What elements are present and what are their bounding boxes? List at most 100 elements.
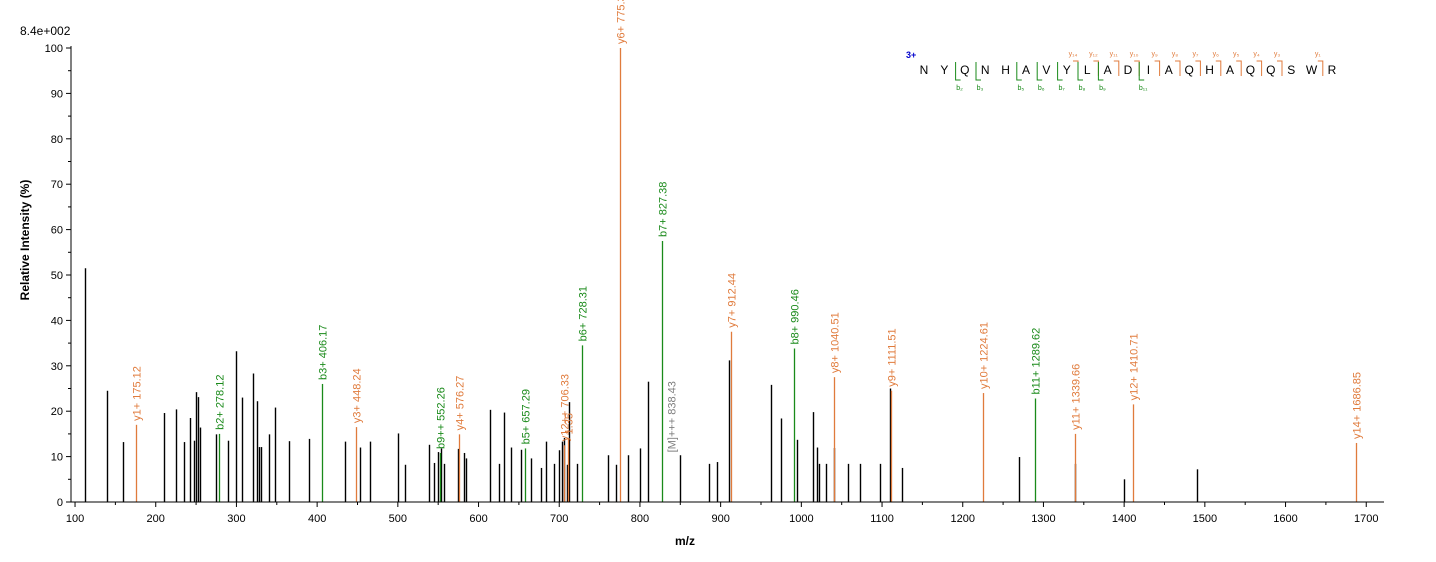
x-tick-label: 1000: [789, 513, 813, 525]
x-tick-label: 400: [308, 513, 326, 525]
y-ion-label: y₆: [1213, 51, 1220, 58]
b-ion-bracket: [955, 62, 961, 81]
y-tick-label: 100: [45, 43, 63, 55]
x-tick-label: 900: [711, 513, 729, 525]
b-ion-label: b₁₁: [1139, 85, 1148, 92]
peak-y-ion-label: y9+ 1111.51: [887, 328, 899, 386]
sequence-residue: A: [1104, 63, 1112, 77]
y-ion-bracket: [1195, 60, 1201, 76]
x-tick-label: 1400: [1112, 513, 1136, 525]
y-ion-label: y₈: [1172, 51, 1179, 58]
sequence-residue: Y: [940, 63, 948, 77]
y-tick-label: 0: [57, 497, 63, 509]
y-ion-bracket: [1277, 60, 1283, 76]
x-axis-title: m/z: [675, 534, 695, 548]
x-tick-label: 100: [66, 513, 84, 525]
y-ion-label: y₃: [1274, 51, 1281, 58]
y-ion-bracket: [1113, 60, 1120, 76]
sequence-residue: Q: [960, 63, 969, 77]
y-ion-label: y₁₀: [1130, 51, 1139, 58]
x-tick-label: 500: [389, 513, 407, 525]
b-ion-bracket: [1077, 62, 1083, 81]
y-ion-bracket: [1236, 60, 1242, 76]
y-tick-label: 70: [51, 179, 63, 191]
y-ion-bracket: [1317, 60, 1324, 76]
y-ion-bracket: [1175, 60, 1181, 76]
x-tick-label: 1300: [1031, 513, 1055, 525]
peak-y-ion-label: 1.35: [564, 413, 576, 434]
sequence-residue: W: [1306, 63, 1318, 77]
y-tick-label: 90: [51, 88, 63, 100]
x-tick-label: 1500: [1193, 513, 1217, 525]
peak-b-ion-label: b2+ 278.12: [215, 375, 227, 430]
sequence-residue: I: [1147, 63, 1150, 77]
peak-b-ion-label: b8+ 990.46: [790, 289, 802, 344]
b-ion-label: b₂: [956, 85, 963, 92]
peak-y-ion-label: y3+ 448.24: [352, 368, 364, 423]
sequence-residue: A: [1165, 63, 1173, 77]
b-ion-bracket: [1057, 62, 1063, 81]
y-ion-label: y₁₂: [1089, 51, 1098, 58]
peak-y-ion-label: y14+ 1686.85: [1352, 372, 1364, 439]
peak-y-ion-label: y4+ 576.27: [455, 376, 467, 431]
x-tick-label: 800: [631, 513, 649, 525]
y-axis-title: Relative Intensity (%): [18, 180, 32, 301]
sequence-residue: H: [1205, 63, 1214, 77]
x-tick-label: 700: [550, 513, 568, 525]
y-ion-label: y₁₁: [1110, 51, 1119, 58]
peak-y-ion-label: y11+ 1339.66: [1071, 364, 1083, 430]
y-tick-label: 20: [51, 406, 63, 418]
sequence-residue: V: [1042, 63, 1050, 77]
b-ion-bracket: [1036, 62, 1043, 81]
y-ion-bracket: [1256, 60, 1263, 76]
b-ion-label: b₃: [977, 85, 984, 92]
peak-y-ion-label: y6+ 775.39: [616, 0, 628, 44]
peak-b-ion-label: b6+ 728.31: [578, 286, 590, 341]
y-ion-bracket: [1154, 60, 1161, 76]
b-ion-label: b₈: [1079, 85, 1086, 92]
peak-b-ion-label: b7+ 827.38: [658, 182, 670, 237]
sequence-residue: D: [1124, 63, 1133, 77]
y-ion-label: y₇: [1192, 51, 1199, 58]
x-tick-label: 1600: [1273, 513, 1297, 525]
sequence-residue: Q: [1246, 63, 1255, 77]
sequence-residue: R: [1328, 63, 1337, 77]
y-tick-label: 10: [51, 452, 63, 464]
peak-y-ion-label: y12+ 1410.71: [1129, 333, 1141, 400]
peak-y-ion-label: y7+ 912.44: [727, 273, 739, 328]
x-tick-label: 600: [469, 513, 487, 525]
scale-label: 8.4e+002: [20, 24, 71, 38]
sequence-residue: Q: [1185, 63, 1194, 77]
y-ion-bracket: [1215, 60, 1222, 76]
b-ion-label: b₉: [1099, 85, 1106, 92]
b-ion-bracket: [975, 62, 981, 81]
y-ion-label: y₉: [1151, 51, 1158, 58]
sequence-residue: S: [1287, 63, 1295, 77]
peak-b-ion-label: b5+ 657.29: [521, 389, 533, 444]
b-ion-label: b₇: [1058, 85, 1065, 92]
sequence-residue: L: [1084, 63, 1091, 77]
charge-state-label: 3+: [906, 50, 916, 60]
peak-y-ion-label: y1+ 175.12: [132, 366, 144, 421]
y-ion-label: y₁₄: [1069, 51, 1078, 58]
y-tick-label: 60: [51, 225, 63, 237]
x-tick-label: 300: [227, 513, 245, 525]
sequence-residue: H: [1001, 63, 1010, 77]
b-ion-bracket: [1097, 62, 1104, 81]
peak-b-ion-label: b9++ 552.26: [436, 387, 448, 449]
y-tick-label: 30: [51, 361, 63, 373]
b-ion-label: b₅: [1017, 85, 1024, 92]
precursor-label: [M]+++ 838.43: [667, 381, 679, 452]
peak-y-ion-label: y12++ 706.33: [560, 374, 572, 441]
peak-b-ion-label: b11+ 1289.62: [1031, 328, 1043, 395]
peak-y-ion-label: y10+ 1224.61: [979, 322, 991, 389]
y-ion-label: y₅: [1233, 51, 1240, 58]
peak-y-ion-label: y8+ 1040.51: [830, 312, 842, 373]
sequence-residue: A: [1022, 63, 1030, 77]
b-ion-bracket: [1138, 62, 1145, 81]
x-tick-label: 1100: [870, 513, 894, 525]
y-tick-label: 50: [51, 270, 63, 282]
b-ion-bracket: [1016, 62, 1022, 81]
x-tick-label: 1700: [1354, 513, 1378, 525]
